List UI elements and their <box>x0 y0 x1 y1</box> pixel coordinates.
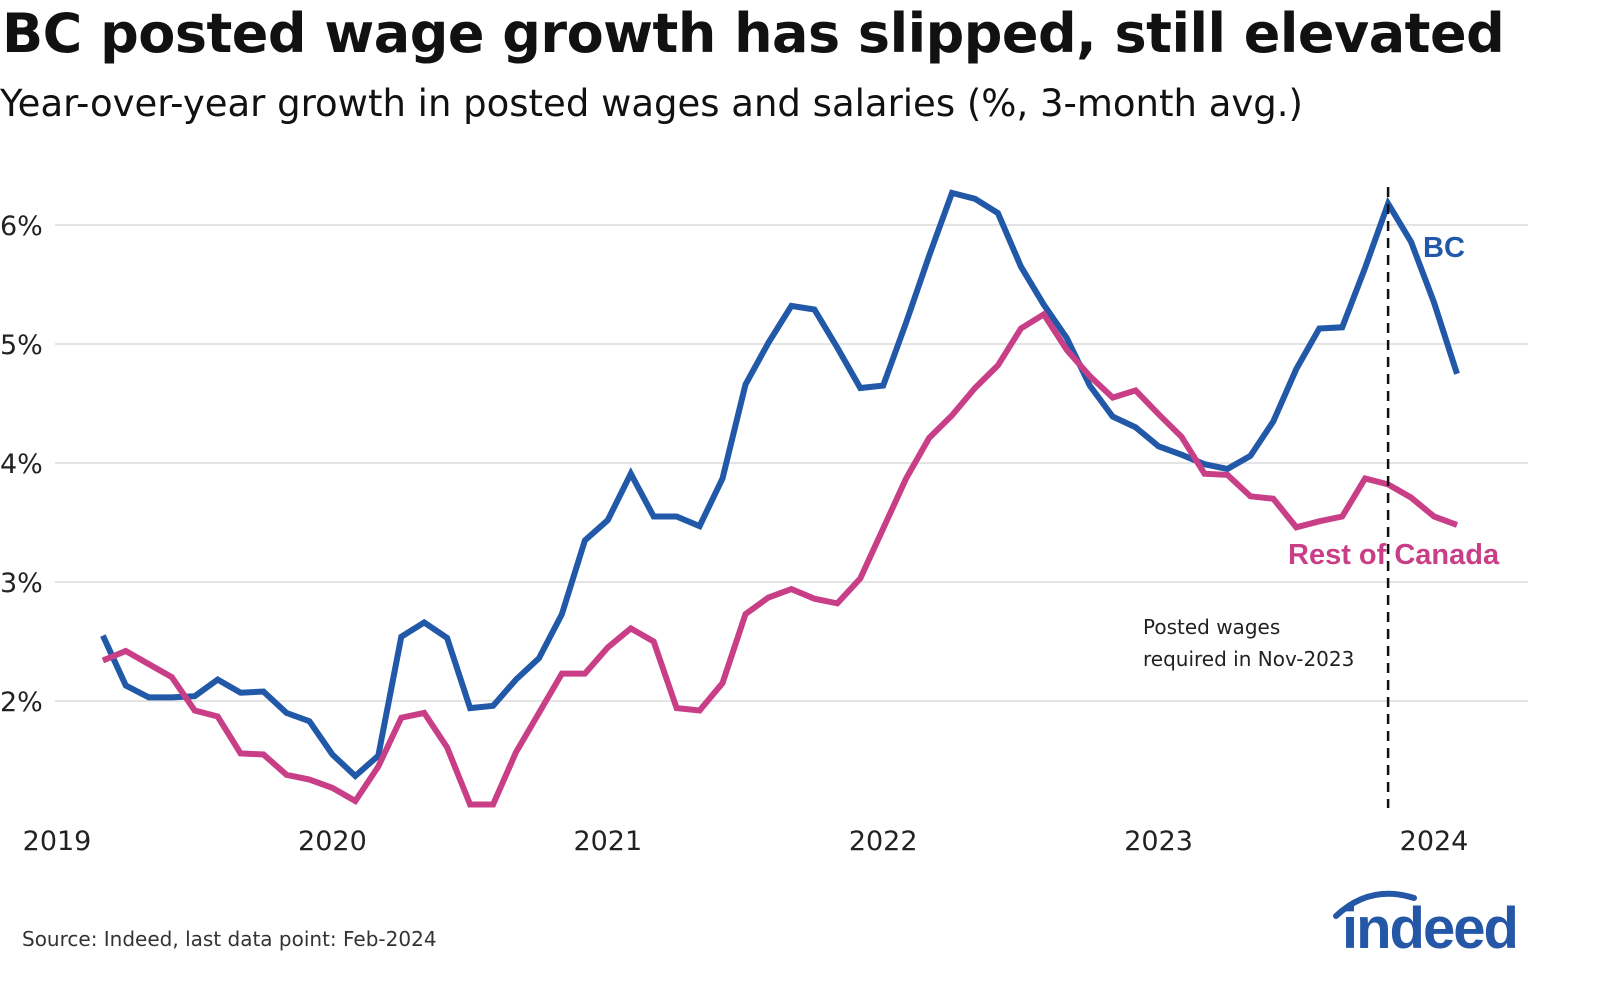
svg-text:indeed: indeed <box>1342 896 1517 960</box>
y-tick-label: 4% <box>0 449 43 480</box>
y-tick-label: 2% <box>0 687 43 718</box>
y-tick-label: 5% <box>0 330 43 361</box>
y-tick-label: 3% <box>0 568 43 599</box>
source-note: Source: Indeed, last data point: Feb-202… <box>22 927 437 951</box>
annotation-text: required in Nov-2023 <box>1143 647 1354 671</box>
series-line-bc <box>100 189 1460 781</box>
series-label-bc: BC <box>1423 232 1465 264</box>
y-tick-label: 6% <box>0 211 43 242</box>
chart-subtitle: Year-over-year growth in posted wages an… <box>0 82 1303 125</box>
chart-title: BC posted wage growth has slipped, still… <box>2 2 1505 65</box>
annotation-text: Posted wages <box>1143 615 1280 639</box>
series-line-rest-of-canada <box>101 310 1459 808</box>
x-tick-label: 2019 <box>23 826 92 857</box>
x-tick-label: 2020 <box>298 826 367 857</box>
x-tick-label: 2024 <box>1400 826 1469 857</box>
indeed-logo: indeed <box>1330 880 1550 964</box>
x-tick-label: 2022 <box>849 826 918 857</box>
x-tick-label: 2021 <box>573 826 642 857</box>
series-label-rest-of-canada: Rest of Canada <box>1288 539 1500 571</box>
x-tick-label: 2023 <box>1124 826 1193 857</box>
